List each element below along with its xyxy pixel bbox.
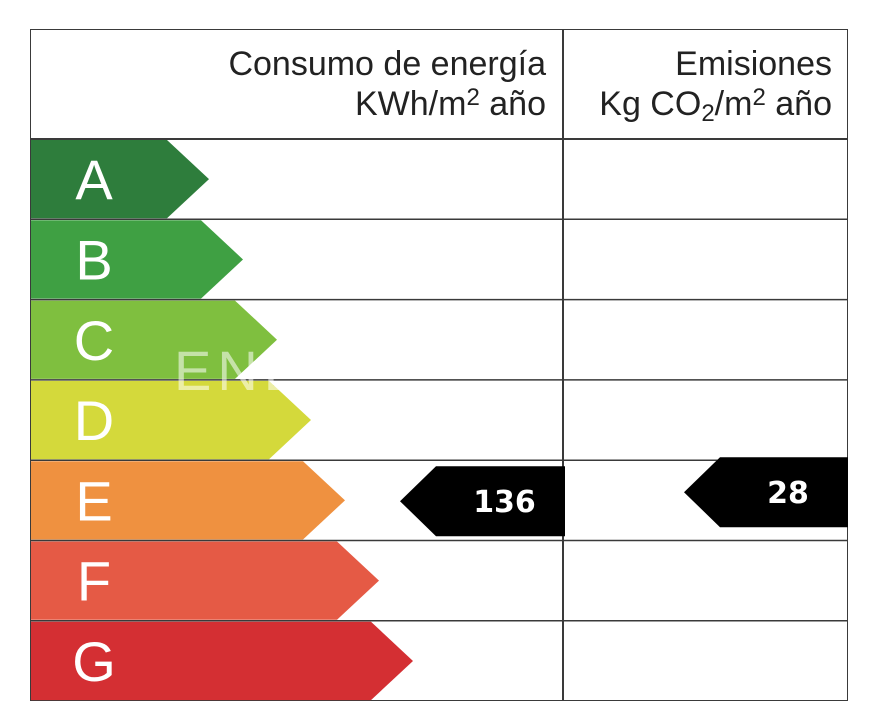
header-divider (30, 138, 848, 140)
rating-letter-d: D (74, 389, 114, 452)
rating-letter-e: E (75, 469, 112, 532)
rating-letter-c: C (74, 309, 114, 372)
label-frame (30, 29, 848, 701)
rating-letter-b: B (75, 228, 112, 291)
column-divider (562, 29, 564, 701)
emissions-badge (684, 457, 848, 528)
rating-arrow-d (31, 380, 311, 460)
energy-value: 136 (473, 485, 536, 520)
energy-header-unit: KWh/m2 año (355, 84, 546, 123)
emissions-header-title: Emisiones (675, 45, 832, 83)
rating-arrow-a (31, 140, 209, 219)
emissions-value: 28 (767, 476, 809, 511)
rating-letter-f: F (77, 550, 111, 613)
rating-letter-g: G (72, 630, 116, 693)
rating-arrow-f (31, 541, 379, 620)
rating-arrow-g (31, 621, 413, 701)
energy-header-title: Consumo de energía (228, 45, 546, 83)
rating-arrow-e (31, 461, 345, 540)
rating-letter-a: A (75, 148, 113, 211)
energy-header: Consumo de energía KWh/m2 año (60, 44, 546, 124)
emissions-header-unit: Kg CO2/m2 año (599, 84, 832, 127)
energy-badge (400, 466, 565, 537)
watermark: ENE (174, 339, 308, 402)
rating-arrow-c (31, 300, 277, 379)
rating-arrow-b (31, 220, 243, 299)
emissions-header: Emisiones Kg CO2/m2 año (566, 44, 832, 127)
